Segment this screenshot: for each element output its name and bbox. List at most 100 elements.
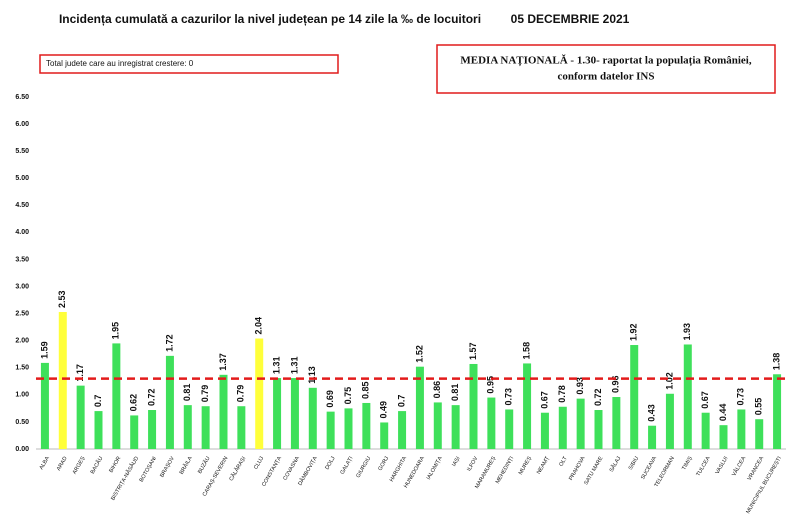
value-label: 1.17	[75, 364, 85, 382]
bar	[612, 397, 621, 449]
x-tick-label: SĂLAJ	[608, 455, 623, 473]
bar	[130, 415, 139, 449]
chart-date: 05 DECEMBRIE 2021	[511, 12, 630, 26]
bar	[648, 425, 657, 449]
value-label: 0.79	[200, 385, 210, 403]
value-label: 0.7	[93, 395, 103, 408]
y-tick-label: 0.00	[15, 446, 29, 453]
x-tick-label: CLUJ	[253, 456, 265, 471]
bar	[469, 363, 478, 449]
x-tick-label: VASLUI	[715, 455, 730, 475]
value-label: 1.59	[39, 341, 49, 359]
bar	[665, 393, 674, 449]
x-tick-label: BUZĂU	[196, 455, 211, 475]
value-label: 0.86	[432, 381, 442, 399]
value-label: 0.85	[361, 381, 371, 399]
bar	[594, 410, 603, 449]
x-tick-label: BOTOȘANI	[139, 455, 159, 483]
value-label: 0.49	[379, 401, 389, 419]
bar	[148, 410, 157, 449]
bar	[505, 409, 514, 449]
value-label: 0.72	[593, 388, 603, 406]
bar	[237, 406, 246, 449]
value-label: 0.7	[396, 395, 406, 408]
bar	[576, 398, 585, 449]
x-tick-label: SUCEAVA	[640, 455, 658, 480]
chart-title: Incidența cumulată a cazurilor la nivel …	[59, 12, 481, 26]
bar	[308, 387, 317, 449]
bar	[201, 406, 210, 449]
note2-box	[436, 44, 776, 94]
bar	[290, 378, 299, 449]
value-label: 1.31	[289, 357, 299, 375]
bar	[326, 411, 335, 449]
bar	[755, 419, 764, 449]
bar	[58, 311, 67, 449]
x-tick-label: BRAȘOV	[159, 455, 176, 478]
x-tick-label: CONSTANȚA	[261, 455, 283, 487]
value-label: 0.93	[575, 377, 585, 395]
x-tick-label: IALOMIȚA	[426, 455, 444, 481]
bar	[94, 411, 103, 449]
bar	[40, 362, 49, 449]
bar	[112, 343, 121, 449]
y-tick-label: 3.50	[15, 256, 29, 263]
value-label: 2.53	[57, 290, 67, 308]
x-tick-label: PRAHOVA	[568, 455, 587, 481]
x-tick-label: TIMIȘ	[681, 455, 694, 471]
bar	[630, 345, 639, 449]
y-tick-label: 6.00	[15, 121, 29, 128]
bar	[398, 411, 407, 449]
value-label: 0.81	[450, 384, 460, 402]
value-label: 0.78	[557, 385, 567, 403]
x-tick-label: DOLJ	[324, 456, 336, 471]
bar	[380, 422, 389, 449]
x-tick-label: NEAMȚ	[536, 455, 551, 475]
bar	[683, 344, 692, 449]
bar	[76, 385, 85, 449]
bar	[219, 374, 228, 449]
x-tick-label: SIBIU	[628, 456, 640, 471]
bar	[433, 402, 442, 449]
value-label: 0.81	[182, 384, 192, 402]
y-tick-label: 1.00	[15, 392, 29, 399]
note2-line: MEDIA NAȚIONALĂ - 1.30- raportat la popu…	[460, 55, 751, 67]
value-label: 0.73	[736, 388, 746, 406]
bar	[183, 405, 192, 449]
y-tick-label: 5.50	[15, 148, 29, 155]
bar	[344, 408, 353, 449]
x-tick-label: MEHEDINȚI	[495, 455, 516, 485]
x-tick-label: ILFOV	[466, 455, 479, 472]
y-tick-label: 5.00	[15, 175, 29, 182]
bar	[701, 412, 710, 449]
value-label: 1.95	[111, 322, 121, 340]
bar	[719, 425, 728, 449]
note: Total judete care au inregistrat crester…	[46, 59, 194, 68]
bar	[255, 338, 264, 449]
x-tick-label: SATU MARE	[583, 455, 604, 486]
value-label: 2.04	[254, 317, 264, 335]
value-label: 0.96	[611, 375, 621, 393]
x-tick-label: ALBA	[39, 455, 51, 470]
value-label: 0.69	[325, 390, 335, 408]
value-label: 0.67	[700, 391, 710, 409]
value-label: 1.93	[682, 323, 692, 341]
y-tick-label: 1.50	[15, 365, 29, 372]
x-tick-label: VÂLCEA	[730, 455, 747, 478]
bar	[415, 366, 424, 449]
value-label: 0.62	[129, 394, 139, 412]
bar	[487, 397, 496, 449]
bar	[558, 406, 567, 449]
bar	[523, 363, 532, 449]
value-label: 0.67	[539, 391, 549, 409]
x-tick-label: BRĂILA	[178, 455, 194, 476]
x-tick-label: GIURGIU	[355, 456, 372, 479]
bar	[273, 378, 282, 449]
y-tick-label: 3.00	[15, 283, 29, 290]
bar	[737, 409, 746, 449]
value-label: 0.44	[718, 404, 728, 422]
bar	[540, 412, 549, 449]
x-tick-label: GORJ	[377, 456, 390, 472]
value-label: 1.52	[414, 345, 424, 363]
